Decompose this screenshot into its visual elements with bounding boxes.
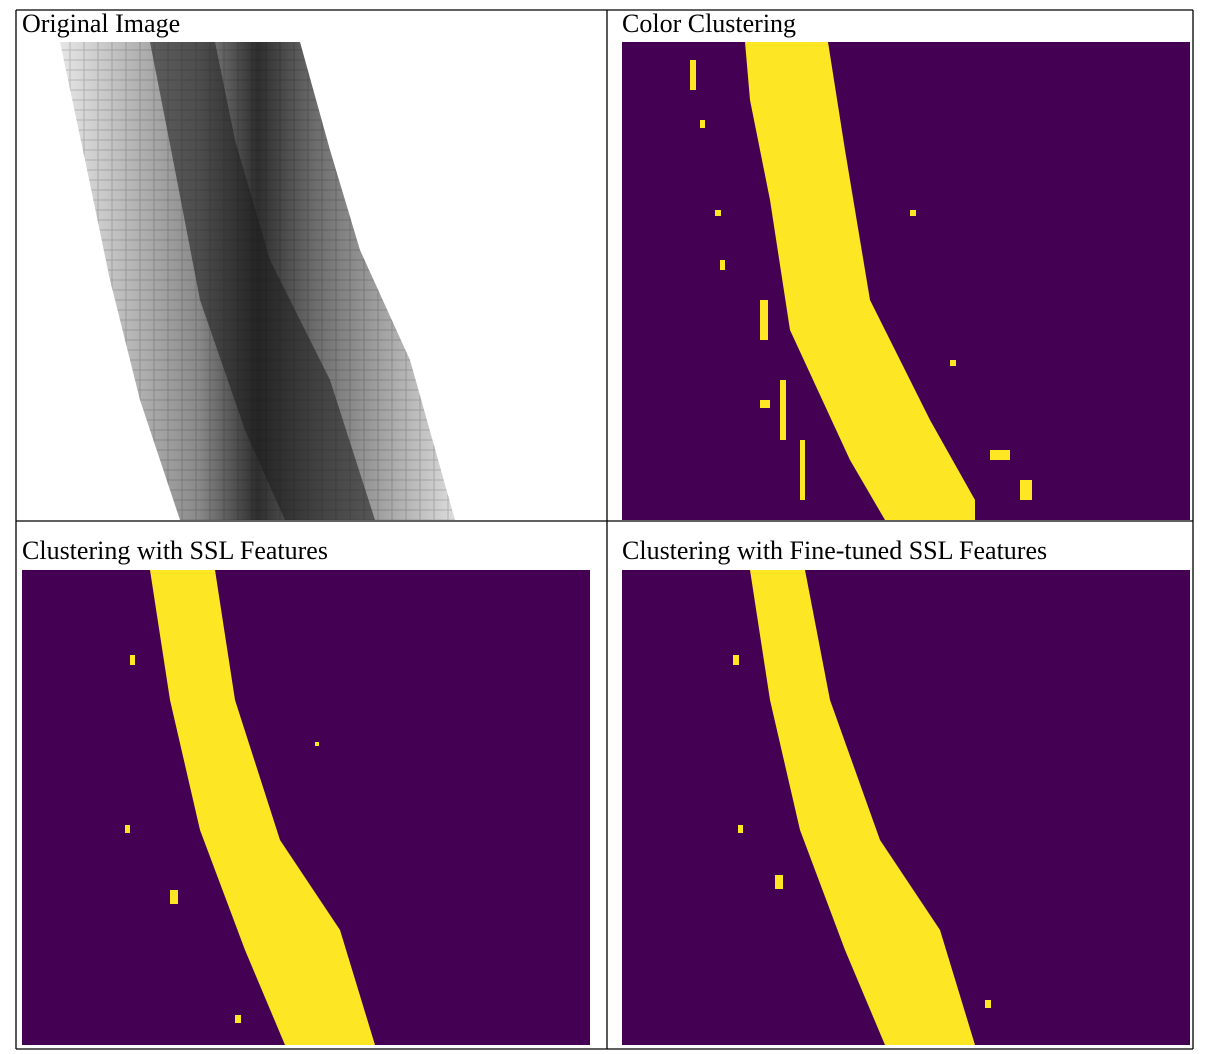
original-image [22,42,602,520]
figure: Original Image Color Clustering Clusteri… [0,0,1207,1054]
panel-title: Color Clustering [622,9,796,38]
finetuned-ssl-clustering-mask [622,570,1190,1045]
ssl-clustering-mask [22,570,590,1045]
panel-title: Clustering with SSL Features [22,536,328,565]
panel-title: Original Image [22,9,180,38]
panel-title: Clustering with Fine-tuned SSL Features [622,536,1047,565]
color-clustering-mask [622,42,1190,520]
